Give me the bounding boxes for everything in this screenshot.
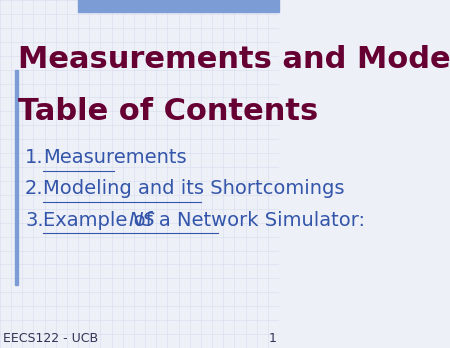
Text: Table of Contents: Table of Contents: [18, 97, 319, 126]
Text: 1.: 1.: [25, 148, 44, 167]
Text: 3.: 3.: [25, 211, 44, 230]
Bar: [78, 0, 279, 12]
Text: Measurements and Modeling: Measurements and Modeling: [18, 45, 450, 74]
Text: Modeling and its Shortcomings: Modeling and its Shortcomings: [43, 179, 345, 198]
Text: Measurements: Measurements: [43, 148, 187, 167]
Text: EECS122 - UCB: EECS122 - UCB: [3, 332, 98, 345]
Text: NS: NS: [128, 211, 155, 230]
Bar: [15, 70, 18, 285]
Text: 2.: 2.: [25, 179, 44, 198]
Text: 1: 1: [268, 332, 276, 345]
Text: Example of a Network Simulator:: Example of a Network Simulator:: [43, 211, 378, 230]
